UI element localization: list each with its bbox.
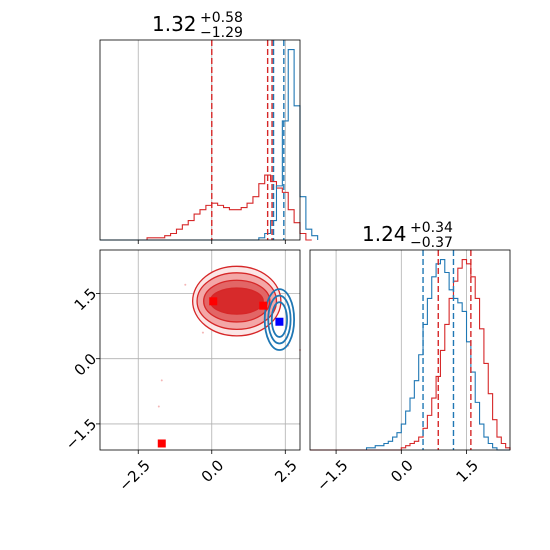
panel3-title: 1.24 +0.34 −0.37 (362, 220, 453, 251)
panel1-title: 1.32 +0.58 −1.29 (152, 10, 243, 41)
panel2-blue-contour-0 (263, 288, 296, 351)
panel3-title-plus: +0.34 (410, 220, 453, 236)
panel1-frame (99, 39, 301, 241)
marginal-histogram-param1: 1.32 +0.58 −1.29 (99, 10, 319, 244)
panel3-title-minus: −0.37 (410, 235, 453, 251)
panel3-quantile-lines (422, 250, 472, 450)
panel2-ticks (96, 293, 286, 454)
panel2-ytick-label-1: 0.0 (71, 350, 101, 380)
panel2-blue-contour-1 (267, 294, 292, 345)
panel2-ytick-label-0: −1.5 (62, 415, 100, 453)
panel3-series (310, 258, 511, 451)
panel2-marker-1 (259, 301, 268, 310)
panel3-title-value: 1.24 (362, 222, 407, 246)
panel3-xtick-label-0: −1.5 (313, 456, 351, 494)
panel2-blue-contour-2 (270, 301, 288, 338)
panel1-ticks (137, 240, 286, 244)
panel1-title-minus: −1.29 (200, 25, 243, 41)
panel1-histogram-series-0 (100, 174, 312, 241)
panel2-scatter-point-6 (201, 331, 204, 334)
panel3-ticks (335, 450, 467, 454)
panel2-frame (99, 249, 301, 451)
panel3-frame (309, 249, 511, 451)
panel3-tick-labels: −1.5 0.0 1.5 (313, 456, 482, 494)
panel1-title-plus: +0.58 (200, 10, 243, 26)
panel1-title-value: 1.32 (152, 12, 197, 36)
contour-2d-panel: −2.5 0.0 2.5 −1.5 0.0 1.5 (62, 249, 301, 495)
panel2-marker-3 (157, 439, 166, 448)
panel2-xtick-label-0: −2.5 (115, 456, 153, 494)
panel2-ytick-label-2: 1.5 (71, 285, 101, 315)
marginal-histogram-param2: −1.5 0.0 1.5 1.24 +0.34 −0.37 (309, 220, 511, 495)
panel2-marker-0 (209, 297, 218, 306)
panel2-markers (157, 297, 284, 448)
panel1-quantile-lines (211, 40, 285, 240)
panel2-marker-2 (275, 317, 284, 326)
panel2-xtick-label-1: 0.0 (198, 456, 228, 486)
panel2-xtick-label-2: 2.5 (271, 456, 301, 486)
panel3-histogram-series-0 (310, 258, 510, 451)
panel2-contours (191, 265, 296, 351)
panel3-xtick-label-1: 0.0 (387, 456, 417, 486)
panel2-scatter-point-3 (184, 283, 187, 286)
panel2-scatter-point-0 (160, 379, 163, 382)
panel2-scatter-point-1 (157, 405, 160, 408)
panel2-red-contour-3 (209, 287, 264, 315)
panel3-xtick-label-2: 1.5 (452, 456, 482, 486)
panel3-grid (335, 250, 467, 450)
